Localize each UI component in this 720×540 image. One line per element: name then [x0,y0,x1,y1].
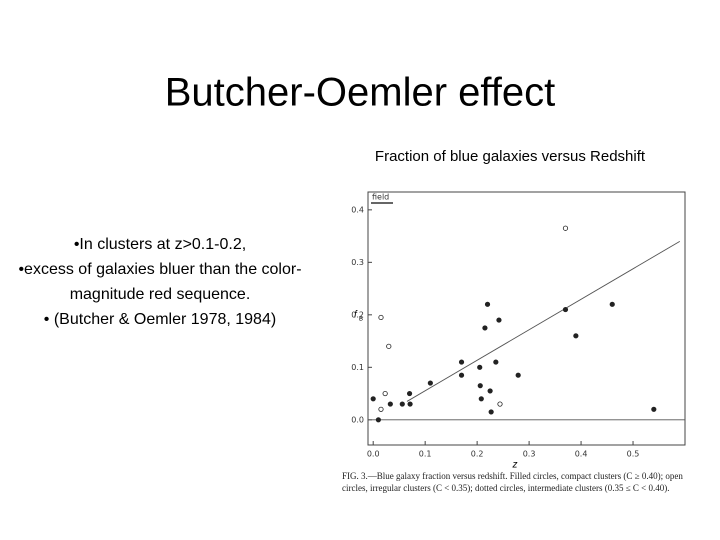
data-point [493,359,499,365]
data-point [497,401,503,407]
bullet-list: •In clusters at z>0.1-0.2, •excess of ga… [5,232,315,332]
data-point [573,333,579,339]
data-point [399,401,405,407]
data-point [484,301,491,307]
data-point [386,343,392,349]
data-point [427,380,433,386]
data-point [406,390,413,397]
data-point [477,364,483,370]
y-axis-label-sub: B [359,317,363,323]
data-point [482,325,488,331]
y-tick-label: 0.4 [351,205,364,214]
x-tick-label: 0.2 [471,450,484,459]
data-point [651,406,657,412]
bullet: •excess of galaxies bluer than the color… [18,261,302,303]
plot-frame [367,191,686,446]
y-tick-label: 0.3 [351,258,364,267]
x-axis-label: z [512,460,518,471]
data-point [382,390,388,397]
data-point [477,383,483,389]
fit-line [406,240,681,402]
data-point [496,317,502,323]
field-label: field [372,193,389,202]
data-point [370,396,376,402]
data-point [515,372,521,378]
data-point [387,401,393,407]
data-point [458,372,465,378]
slide-title: Butcher-Oemler effect [165,71,556,115]
x-tick-label: 0.3 [523,450,536,459]
y-tick-label: 0.1 [351,363,364,372]
figure-caption: FIG. 3.—Blue galaxy fraction versus reds… [342,471,683,493]
bullet: •In clusters at z>0.1-0.2, [73,236,247,253]
x-tick-label: 0.0 [367,450,380,459]
bullet: • (Butcher & Oemler 1978, 1984) [43,311,277,328]
data-point [488,409,494,415]
x-tick-label: 0.4 [575,450,588,459]
y-tick-label: 0.0 [351,415,364,424]
data-point [375,417,381,423]
y-axis-label: f [354,310,358,321]
data-point [378,406,384,412]
data-point [378,314,384,321]
x-tick-label: 0.5 [627,450,640,459]
data-point [562,225,569,231]
x-tick-label: 0.1 [419,450,432,459]
data-point [562,306,569,313]
data-point [458,359,465,365]
data-point [407,401,413,407]
figure-heading: Fraction of blue galaxies versus Redshif… [375,148,646,165]
y-tick-label: 0.2 [351,310,364,319]
data-point [487,388,493,394]
data-point [609,301,615,307]
data-point [478,396,484,402]
